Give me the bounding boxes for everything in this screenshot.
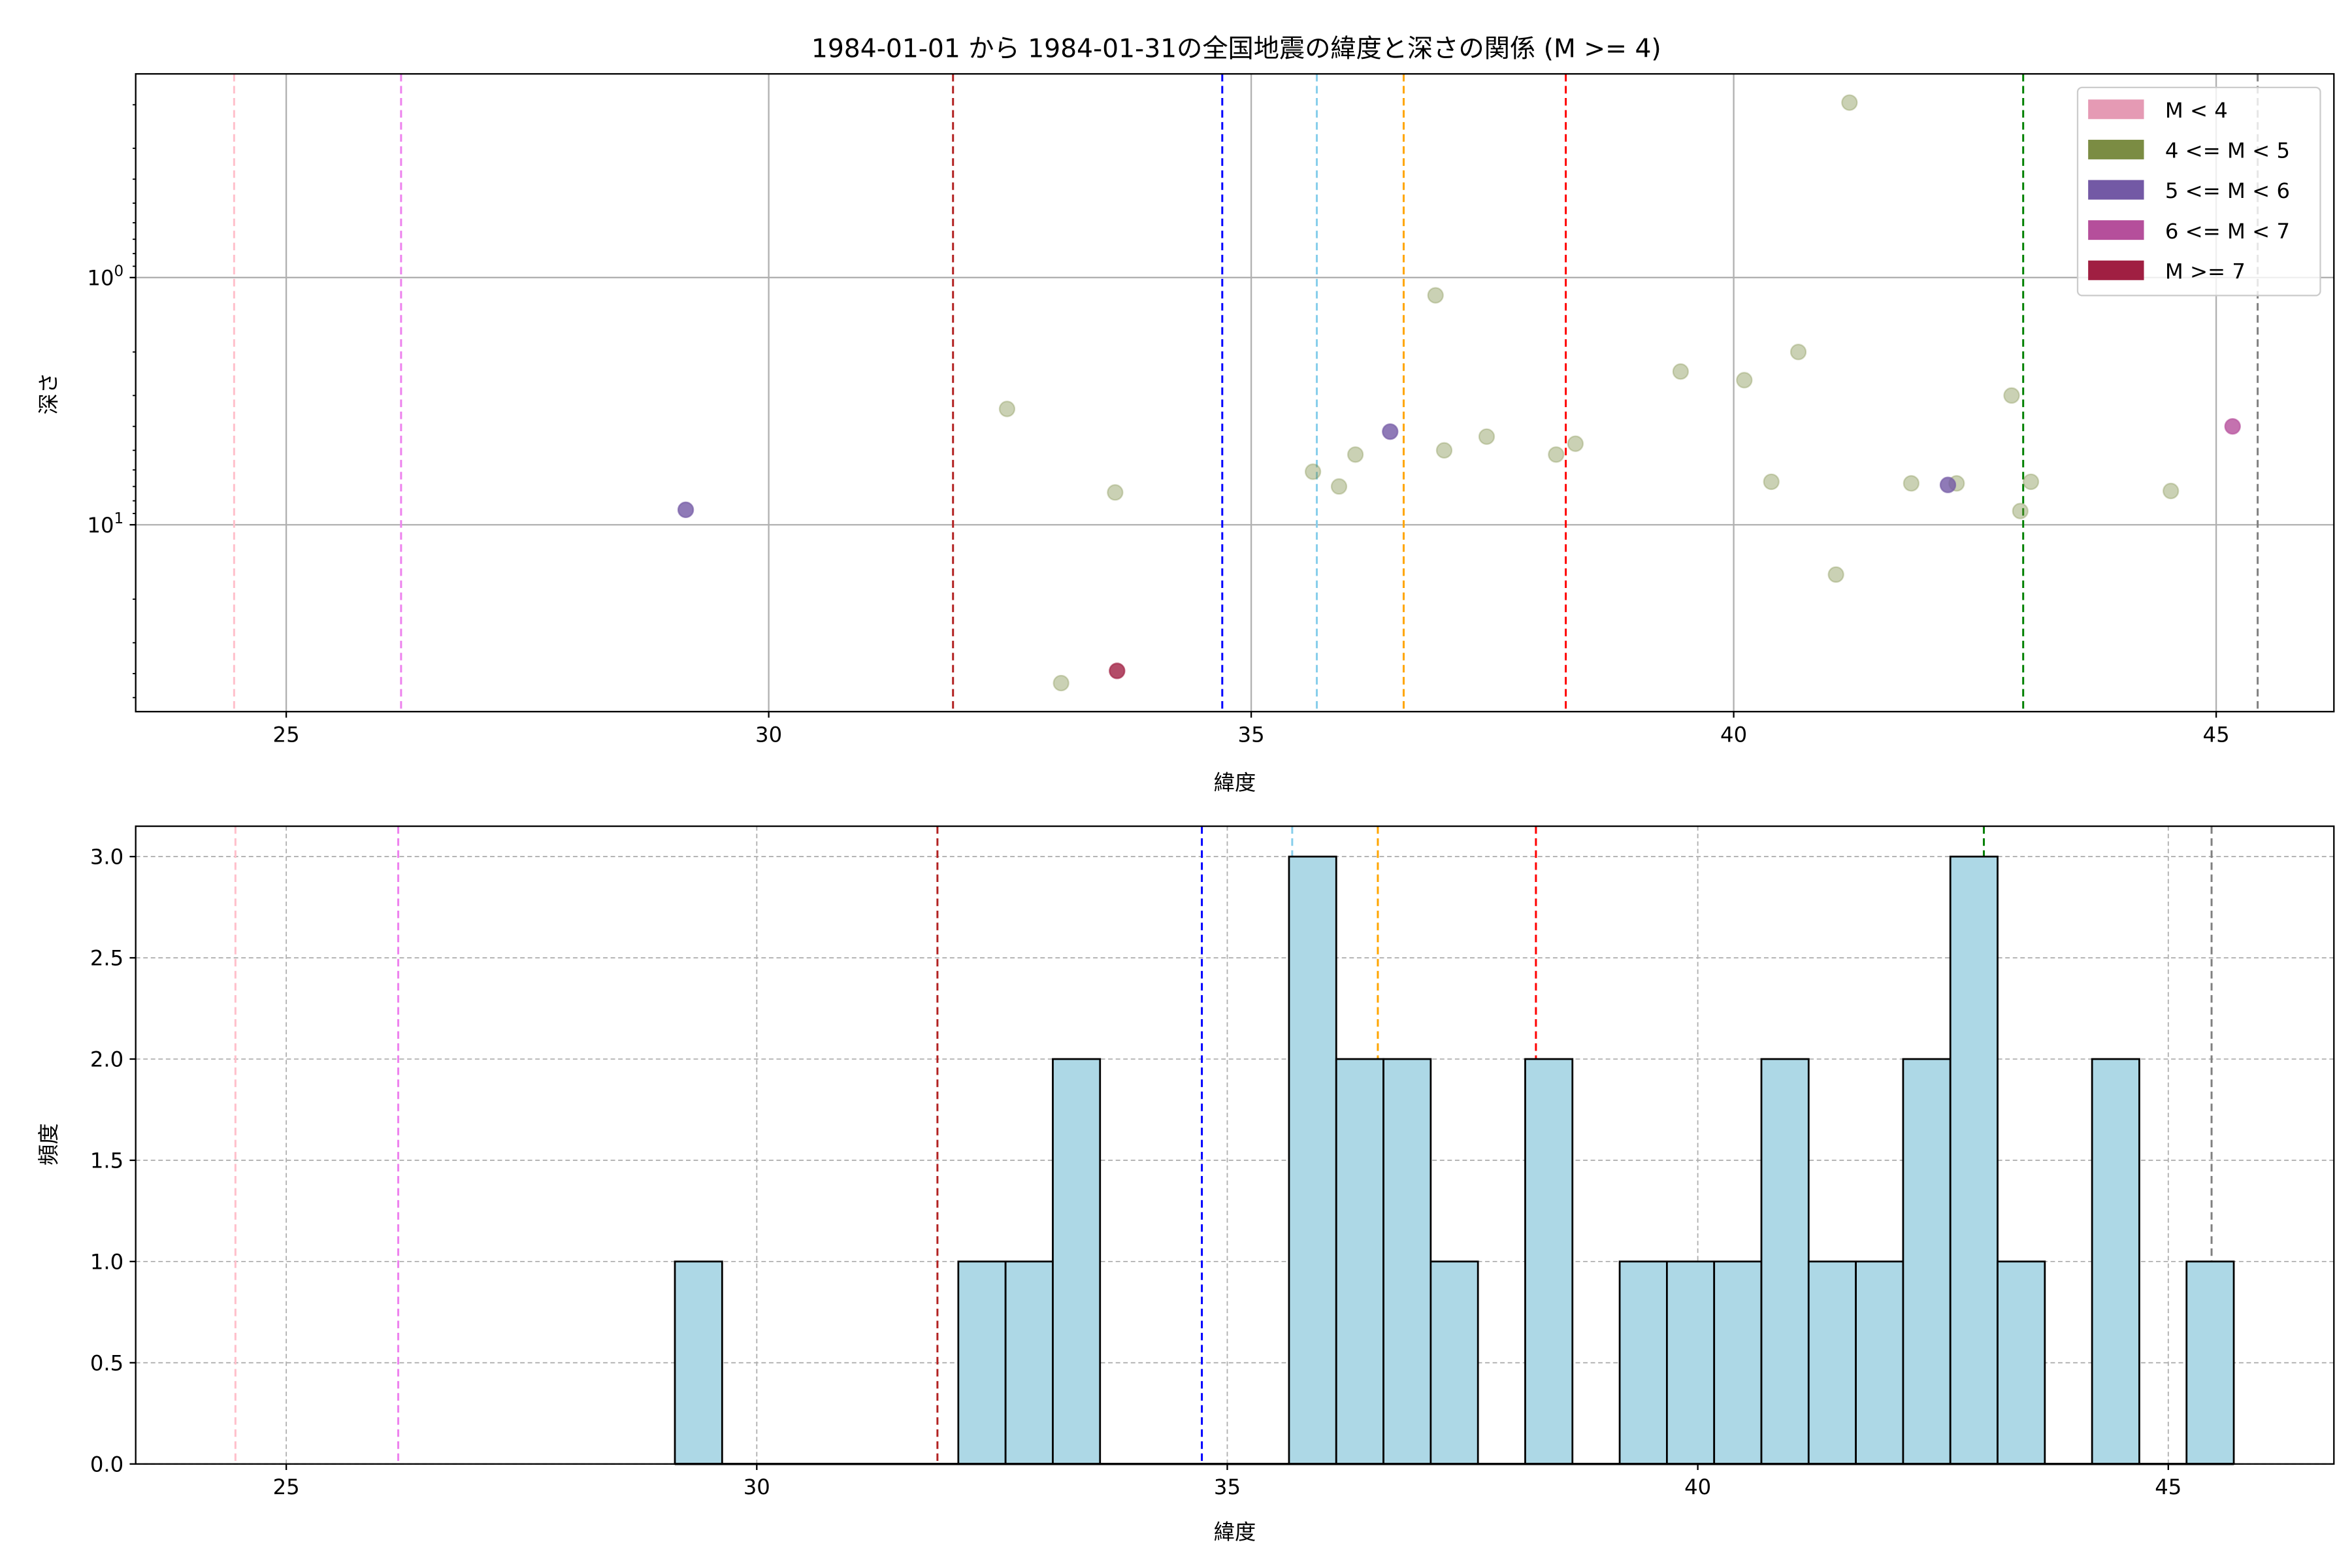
y-tick-label: 101 — [87, 510, 123, 538]
legend: M < 4 4 <= M < 5 5 <= M < 6 6 <= M < 7 M >= … — [2076, 86, 2321, 297]
x-tick-label: 25 — [273, 722, 300, 747]
histogram-bar — [1004, 1260, 1054, 1465]
legend-box — [2076, 86, 2321, 297]
histogram-bar — [1052, 1058, 1102, 1465]
data-point — [1827, 566, 1844, 583]
x-tick-label: 25 — [273, 1475, 300, 1499]
legend-label: M < 4 — [2165, 98, 2228, 123]
data-point — [1789, 344, 1807, 361]
data-point — [1330, 478, 1348, 495]
legend-swatch — [2088, 260, 2144, 280]
y-tick-label: 0.5 — [90, 1350, 123, 1375]
x-tick-label: 35 — [1214, 1475, 1241, 1499]
histogram-bar — [1760, 1058, 1810, 1465]
top-y-axis-label: 深さ — [36, 372, 61, 415]
data-point — [2022, 473, 2040, 491]
data-point — [2003, 387, 2020, 404]
data-point — [1903, 475, 1920, 492]
histogram-bar — [1288, 855, 1337, 1465]
plot-frame — [135, 825, 2335, 1465]
x-tick-label: 40 — [1684, 1475, 1711, 1499]
data-point — [1763, 473, 1780, 491]
histogram-bar — [1855, 1260, 1904, 1465]
data-point — [1304, 463, 1322, 480]
x-tick-label: 35 — [1238, 722, 1265, 747]
top-x-axis-label: 緯度 — [1214, 770, 1256, 795]
histogram-plot: 25 30 35 40 45 0.0 0.5 1.0 1.5 2.0 2.5 3.0 — [90, 825, 2335, 1499]
data-point — [1548, 446, 1565, 463]
data-point — [1567, 435, 1584, 452]
y-tick-label: 3.0 — [90, 845, 123, 870]
bottom-x-axis-label: 緯度 — [1214, 1520, 1256, 1544]
data-point — [2163, 482, 2180, 500]
legend-label: 4 <= M < 5 — [2165, 139, 2290, 163]
data-point — [1382, 423, 1399, 440]
data-point — [2224, 417, 2241, 435]
histogram-bar — [1524, 1058, 1574, 1465]
data-point — [1347, 446, 1364, 463]
legend-swatch — [2088, 99, 2144, 120]
data-point — [1053, 674, 1070, 692]
y-tick-label: 2.5 — [90, 946, 123, 971]
x-tick-label: 40 — [1720, 722, 1747, 747]
histogram-bar — [1997, 1260, 2046, 1465]
histogram-bar — [1382, 1058, 1432, 1465]
histogram-bar — [2185, 1260, 2235, 1465]
data-point — [1427, 287, 1444, 304]
legend-swatch — [2088, 139, 2144, 159]
histogram-bar — [674, 1260, 723, 1465]
data-point — [1435, 442, 1453, 459]
x-tick-label: 45 — [2155, 1475, 2181, 1499]
histogram-bar — [1335, 1058, 1384, 1465]
legend-label: 5 <= M < 6 — [2165, 178, 2290, 203]
histogram-bar — [1618, 1260, 1668, 1465]
chart-title: 1984-01-01 から 1984-01-31の全国地震の緯度と深さの関係 (… — [811, 35, 1661, 64]
data-point — [2012, 502, 2029, 519]
data-point — [1672, 363, 1690, 380]
y-tick-label: 2.0 — [90, 1047, 123, 1072]
legend-swatch — [2088, 180, 2144, 200]
histogram-bar — [1807, 1260, 1857, 1465]
histogram-bar — [1429, 1260, 1479, 1465]
legend-swatch — [2088, 220, 2144, 240]
data-point — [1939, 476, 1957, 493]
x-tick-label: 45 — [2203, 722, 2230, 747]
data-point — [1841, 94, 1858, 111]
y-tick-label: 1.5 — [90, 1148, 123, 1173]
y-tick-label: 1.0 — [90, 1249, 123, 1274]
histogram-bar — [1713, 1260, 1763, 1465]
data-point — [677, 501, 694, 519]
x-tick-label: 30 — [755, 722, 782, 747]
scatter-plot: 25 30 35 40 45 100 101 M < 4 4 <= M < 5 5 <= M < … — [87, 73, 2335, 747]
plot-frame — [135, 73, 2335, 713]
legend-label: 6 <= M < 7 — [2165, 219, 2290, 244]
y-tick-label: 0.0 — [90, 1452, 123, 1477]
histogram-bar — [1902, 1058, 1952, 1465]
histogram-bar — [957, 1260, 1007, 1465]
bottom-y-axis-label: 頻度 — [36, 1123, 61, 1166]
data-point — [1736, 372, 1753, 389]
y-tick-label: 100 — [87, 263, 123, 291]
legend-label: M >= 7 — [2165, 259, 2246, 284]
data-point — [1478, 428, 1495, 445]
histogram-bar — [2091, 1058, 2140, 1465]
histogram-bar — [1666, 1260, 1716, 1465]
data-point — [998, 400, 1016, 417]
data-point — [1109, 662, 1126, 679]
histogram-bar — [1949, 855, 1999, 1465]
data-point — [1107, 484, 1124, 501]
x-tick-label: 30 — [743, 1475, 770, 1499]
